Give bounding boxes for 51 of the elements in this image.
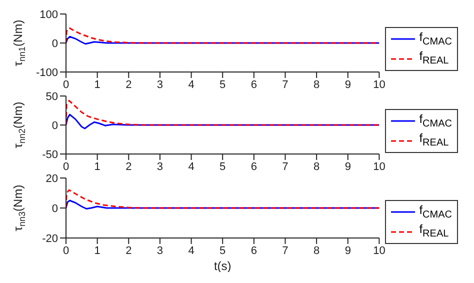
x-tick-label: 10 [373,78,386,91]
x-tick-label: 5 [220,78,226,91]
y-tick-label: -20 [42,232,58,245]
y-tick-label: 20 [46,172,58,185]
x-tick-label: 7 [282,78,288,91]
x-tick-label: 1 [94,160,100,173]
x-tick-label: 10 [373,244,386,257]
x-tick-label: 8 [314,244,320,257]
x-tick-label: 0 [62,244,70,257]
x-tick-label: 7 [282,160,288,173]
x-tick-label: 4 [188,244,194,257]
x-tick-label: 4 [188,78,194,91]
y-tick-label: 0 [52,120,58,132]
y-tick-label: -100 [36,66,58,79]
legend-label: f$_{CMAC}$ [419,112,452,131]
x-tick-label: 4 [188,160,194,173]
x-tick-label: 8 [314,160,320,173]
x-tick-label: 2 [126,160,132,173]
legend-label: f$_{CMAC}$ [419,30,452,49]
x-tick-label: 9 [344,78,351,91]
x-tick-label: 0 [62,160,70,173]
legend-label: f$_{REAL}$ [419,131,449,150]
x-tick-label: 1 [94,244,100,257]
line-series [66,189,380,209]
legend-label: f$_{REAL}$ [419,222,449,242]
x-tick-label: 2 [126,244,132,257]
y-tick-label: 0 [52,202,58,215]
x-tick-label: 3 [156,78,164,91]
y-tick-label: 50 [46,90,58,103]
x-tick-label: 8 [314,78,320,91]
x-tick-label: 5 [220,244,226,257]
x-tick-label: 0 [62,78,70,91]
x-tick-label: 2 [126,78,132,91]
legend-label: f$_{CMAC}$ [419,202,452,222]
legend-label: f$_{REAL}$ [419,49,449,68]
y-tick-label: -50 [42,148,58,161]
x-tick-label: 6 [250,78,257,91]
x-tick-label: 9 [344,160,351,173]
x-tick-label: 3 [156,160,164,173]
y-tick-label: 0 [52,38,58,50]
x-tick-label: 5 [220,160,226,173]
line-series [66,100,380,126]
x-tick-label: 7 [282,244,288,257]
x-tick-label: 3 [156,244,164,257]
x-tick-label: 9 [344,244,351,257]
x-tick-label: 1 [94,78,100,91]
line-series [66,27,380,44]
x-tick-label: 10 [373,160,386,173]
x-tick-label: 6 [250,160,257,173]
y-tick-label: 100 [40,8,58,21]
x-tick-label: 6 [250,244,257,257]
